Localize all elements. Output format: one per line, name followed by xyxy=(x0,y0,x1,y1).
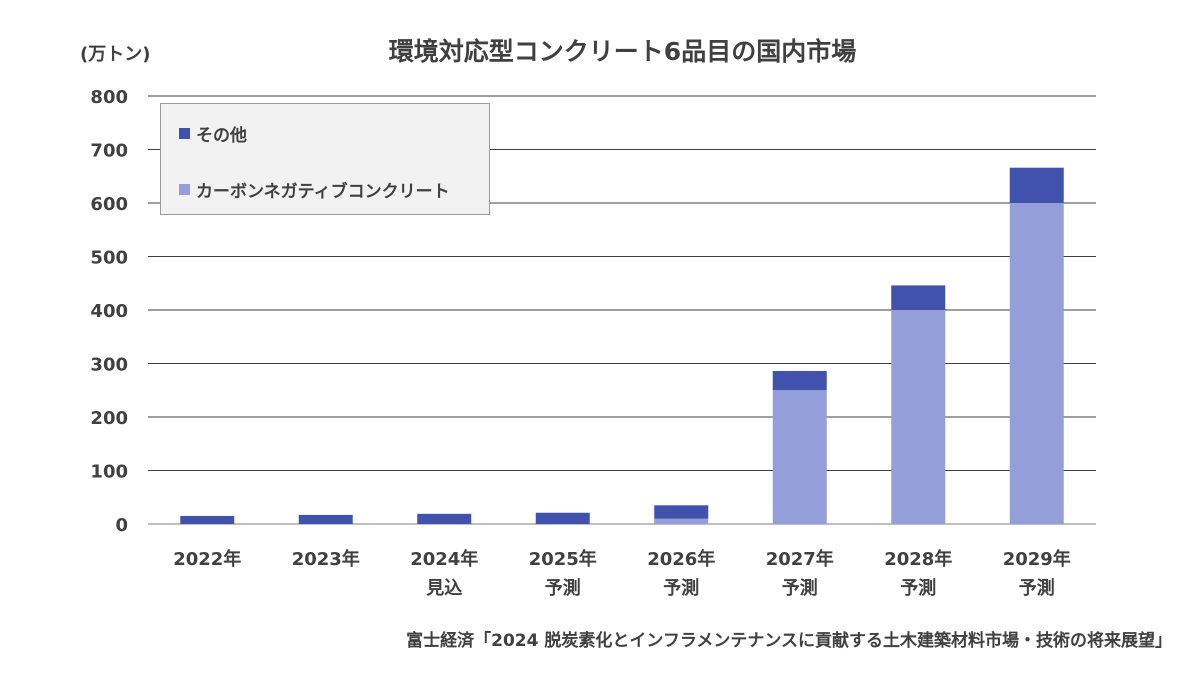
bar-carbon-negative xyxy=(654,518,709,524)
x-tick-label: 2025年 xyxy=(529,548,597,570)
y-tick-label: 0 xyxy=(115,515,128,536)
legend-item-carbon-negative: カーボンネガティブコンクリート xyxy=(179,177,450,202)
bar-carbon-negative xyxy=(1009,203,1064,524)
bar-other xyxy=(535,512,590,524)
bar-carbon-negative xyxy=(891,310,946,524)
x-tick-label: 2027年 xyxy=(766,548,834,570)
legend-label-other: その他 xyxy=(196,126,247,146)
bar-carbon-negative xyxy=(772,390,827,524)
y-tick-label: 200 xyxy=(90,408,128,429)
bar-other xyxy=(180,515,235,524)
y-tick-label: 600 xyxy=(90,194,128,215)
source-citation: 富士経済「2024 脱炭素化とインフラメンテナンスに貢献する土木建築材料市場・技… xyxy=(406,631,1172,651)
bar-other xyxy=(654,505,709,519)
bar-other xyxy=(772,370,827,391)
x-tick-sublabel: 予測 xyxy=(663,577,699,599)
legend-swatch-other xyxy=(179,128,190,139)
y-tick-label: 700 xyxy=(90,141,128,162)
x-tick-sublabel: 予測 xyxy=(1019,577,1055,599)
y-tick-label: 500 xyxy=(90,248,128,269)
x-tick-label: 2029年 xyxy=(1003,548,1071,570)
y-tick-label: 400 xyxy=(90,301,128,322)
y-axis-unit-label: (万トン) xyxy=(80,44,151,65)
legend-swatch-carbon-negative xyxy=(179,184,190,195)
x-tick-sublabel: 予測 xyxy=(900,577,936,599)
x-tick-sublabel: 予測 xyxy=(782,577,818,599)
x-tick-sublabel: 見込 xyxy=(425,578,462,599)
y-tick-label: 100 xyxy=(90,462,128,483)
x-tick-label: 2028年 xyxy=(884,548,952,570)
bar-other xyxy=(298,514,353,524)
legend: その他 カーボンネガティブコンクリート xyxy=(160,103,490,215)
y-tick-label: 300 xyxy=(90,355,128,376)
x-tick-label: 2026年 xyxy=(647,548,715,570)
bar-other xyxy=(417,513,472,524)
legend-label-carbon-negative: カーボンネガティブコンクリート xyxy=(196,182,450,202)
legend-item-other: その他 xyxy=(179,121,247,146)
bar-other xyxy=(891,285,946,310)
x-tick-label: 2022年 xyxy=(173,548,241,570)
y-tick-label: 800 xyxy=(90,87,128,108)
chart-title: 環境対応型コンクリート6品目の国内市場 xyxy=(388,37,857,66)
x-tick-label: 2023年 xyxy=(292,548,360,570)
bar-other xyxy=(1009,167,1064,203)
x-tick-label: 2024年 xyxy=(410,548,478,570)
x-tick-sublabel: 予測 xyxy=(545,577,581,599)
